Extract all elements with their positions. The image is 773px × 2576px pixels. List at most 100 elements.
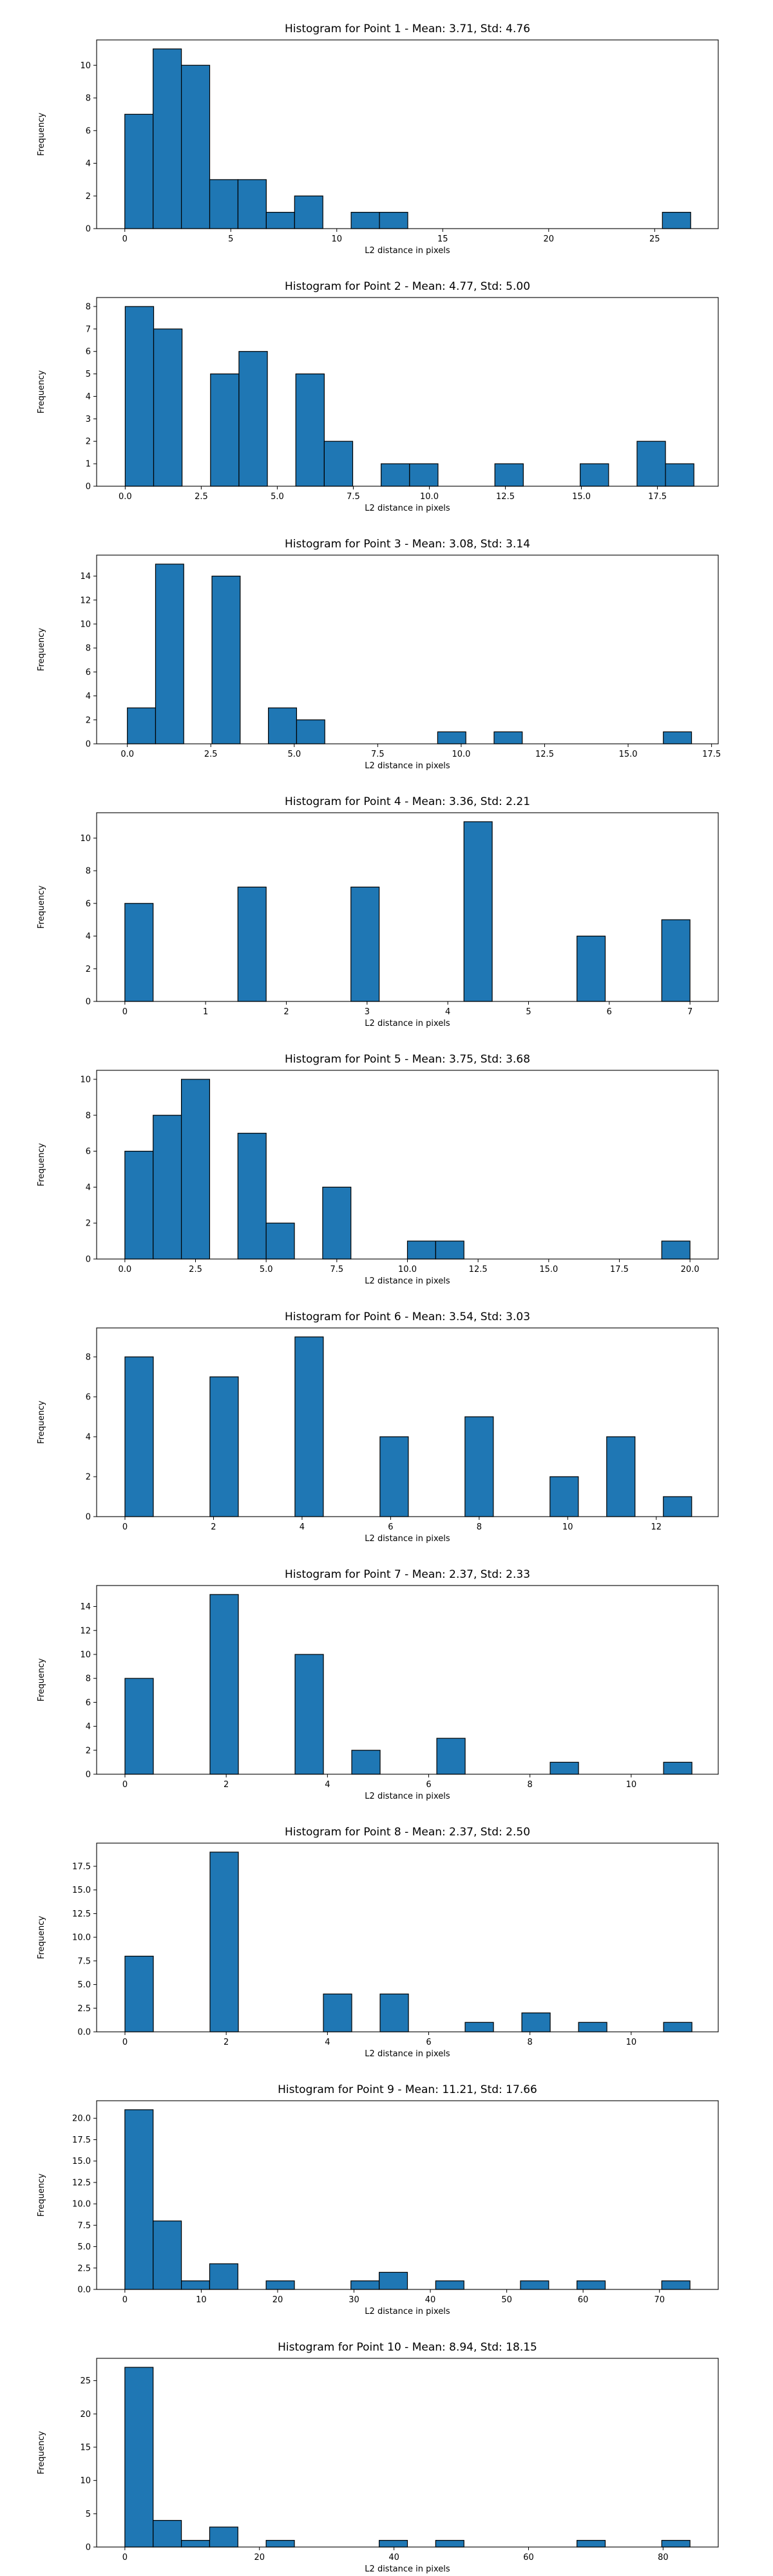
histogram-bar [124, 1678, 154, 1775]
y-tick-label: 12 [80, 596, 91, 605]
x-tick-label: 15.0 [539, 1265, 558, 1274]
histogram-bar [350, 2280, 380, 2290]
axes-frame [96, 554, 719, 744]
x-tick-label: 10 [626, 1780, 637, 1790]
y-tick-label: 6 [86, 126, 91, 136]
x-tick-label: 2 [224, 1780, 229, 1790]
x-tick-label: 15.0 [572, 492, 591, 502]
x-tick-label: 1 [203, 1007, 208, 1017]
y-tick-label: 2 [86, 1746, 91, 1756]
x-tick-label: 0.0 [120, 750, 134, 759]
y-tick-label: 15.0 [72, 2157, 91, 2166]
histogram-bar [379, 212, 408, 229]
histogram-bar [295, 373, 325, 487]
y-tick-label: 5 [86, 2510, 91, 2519]
histogram-bar [520, 2280, 549, 2290]
histogram-bar [294, 195, 323, 229]
x-axis-label: L2 distance in pixels [365, 1019, 450, 1028]
x-tick-label: 12.5 [469, 1265, 488, 1274]
y-tick-label: 10 [80, 620, 91, 629]
bars [124, 1079, 691, 1260]
y-axis-label: Frequency [37, 886, 46, 929]
x-tick-label: 17.5 [648, 492, 667, 502]
x-axis-label: L2 distance in pixels [365, 2307, 450, 2316]
histogram-bar [238, 351, 268, 487]
y-tick-label: 12.5 [72, 2178, 91, 2188]
x-tick-label: 80 [658, 2553, 669, 2562]
y-tick-label: 14 [80, 1602, 91, 1612]
histogram-bar [294, 1654, 324, 1775]
y-axis-label: Frequency [37, 1916, 46, 1959]
histogram-bar [155, 564, 184, 744]
x-tick-label: 6 [607, 1007, 612, 1017]
y-tick-label: 0 [86, 1513, 91, 1522]
x-tick-label: 2 [283, 1007, 289, 1017]
histogram-bar [665, 463, 694, 487]
y-tick-label: 17.5 [72, 2136, 91, 2145]
y-tick-label: 2 [86, 437, 91, 447]
histogram-bar [464, 1416, 494, 1517]
chart-title: Histogram for Point 5 - Mean: 3.75, Std:… [285, 1053, 530, 1066]
histogram-bar [124, 306, 155, 487]
histogram-bar [210, 373, 240, 487]
x-tick-label: 10.0 [398, 1265, 417, 1274]
histogram-bar [549, 1761, 579, 1775]
x-tick-label: 0 [122, 234, 128, 244]
axes-frame [96, 2100, 719, 2290]
histogram-bar [153, 48, 182, 229]
y-tick-label: 12 [80, 1626, 91, 1636]
histogram-bar [436, 1738, 466, 1775]
y-tick-label: 6 [86, 668, 91, 677]
chart-panel-3: Histogram for Point 3 - Mean: 3.08, Std:… [37, 538, 721, 771]
y-tick-label: 0 [86, 2543, 91, 2553]
x-tick-label: 12.5 [496, 492, 515, 502]
histogram-bar [464, 2022, 494, 2032]
chart-title: Histogram for Point 7 - Mean: 2.37, Std:… [285, 1568, 530, 1581]
chart-panel-2: Histogram for Point 2 - Mean: 4.77, Std:… [37, 280, 719, 513]
y-tick-label: 8 [86, 1674, 91, 1684]
x-tick-label: 5 [228, 234, 233, 244]
chart-title: Histogram for Point 9 - Mean: 11.21, Std… [278, 2083, 537, 2096]
histogram-bar [379, 1436, 409, 1517]
y-tick-label: 25 [80, 2376, 91, 2386]
x-tick-label: 10 [196, 2295, 207, 2305]
chart-title: Histogram for Point 10 - Mean: 8.94, Std… [278, 2341, 537, 2354]
y-tick-label: 15.0 [72, 1886, 91, 1895]
histogram-bar [379, 1993, 409, 2032]
y-tick-label: 6 [86, 1698, 91, 1708]
histogram-bar [237, 886, 267, 1002]
axes-frame [96, 297, 719, 487]
histogram-bar [463, 821, 493, 1002]
histogram-bar [379, 2271, 408, 2290]
chart-panel-4: Histogram for Point 4 - Mean: 3.36, Std:… [37, 795, 719, 1028]
y-tick-label: 2 [86, 1219, 91, 1229]
chart-panel-8: Histogram for Point 8 - Mean: 2.37, Std:… [37, 1826, 719, 2059]
histogram-bar [350, 212, 380, 229]
x-tick-label: 20 [254, 2553, 265, 2562]
y-tick-label: 4 [86, 932, 91, 942]
histogram-bar [181, 64, 211, 229]
histogram-bar [265, 2280, 295, 2290]
y-tick-label: 8 [86, 1352, 91, 1362]
y-tick-label: 0 [86, 1770, 91, 1780]
histogram-bar [580, 463, 609, 487]
x-axis-label: L2 distance in pixels [365, 246, 450, 256]
x-tick-label: 20 [272, 2295, 283, 2305]
bars [124, 2367, 691, 2548]
y-tick-label: 20 [80, 2410, 91, 2420]
histogram-bar [549, 1476, 579, 1517]
histogram-bar [577, 2540, 606, 2548]
x-tick-label: 10 [626, 2038, 637, 2047]
histogram-bar [153, 2221, 182, 2290]
x-tick-label: 40 [388, 2553, 399, 2562]
y-tick-label: 7 [86, 325, 91, 334]
histogram-bar [435, 1240, 464, 1260]
x-axis-label: L2 distance in pixels [365, 1792, 450, 1801]
histogram-bar [663, 2022, 692, 2032]
histogram-bar [435, 2280, 464, 2290]
y-tick-label: 5 [86, 370, 91, 379]
x-tick-label: 8 [528, 1780, 533, 1790]
histogram-bar [578, 2022, 607, 2032]
x-tick-label: 12.5 [535, 750, 554, 759]
